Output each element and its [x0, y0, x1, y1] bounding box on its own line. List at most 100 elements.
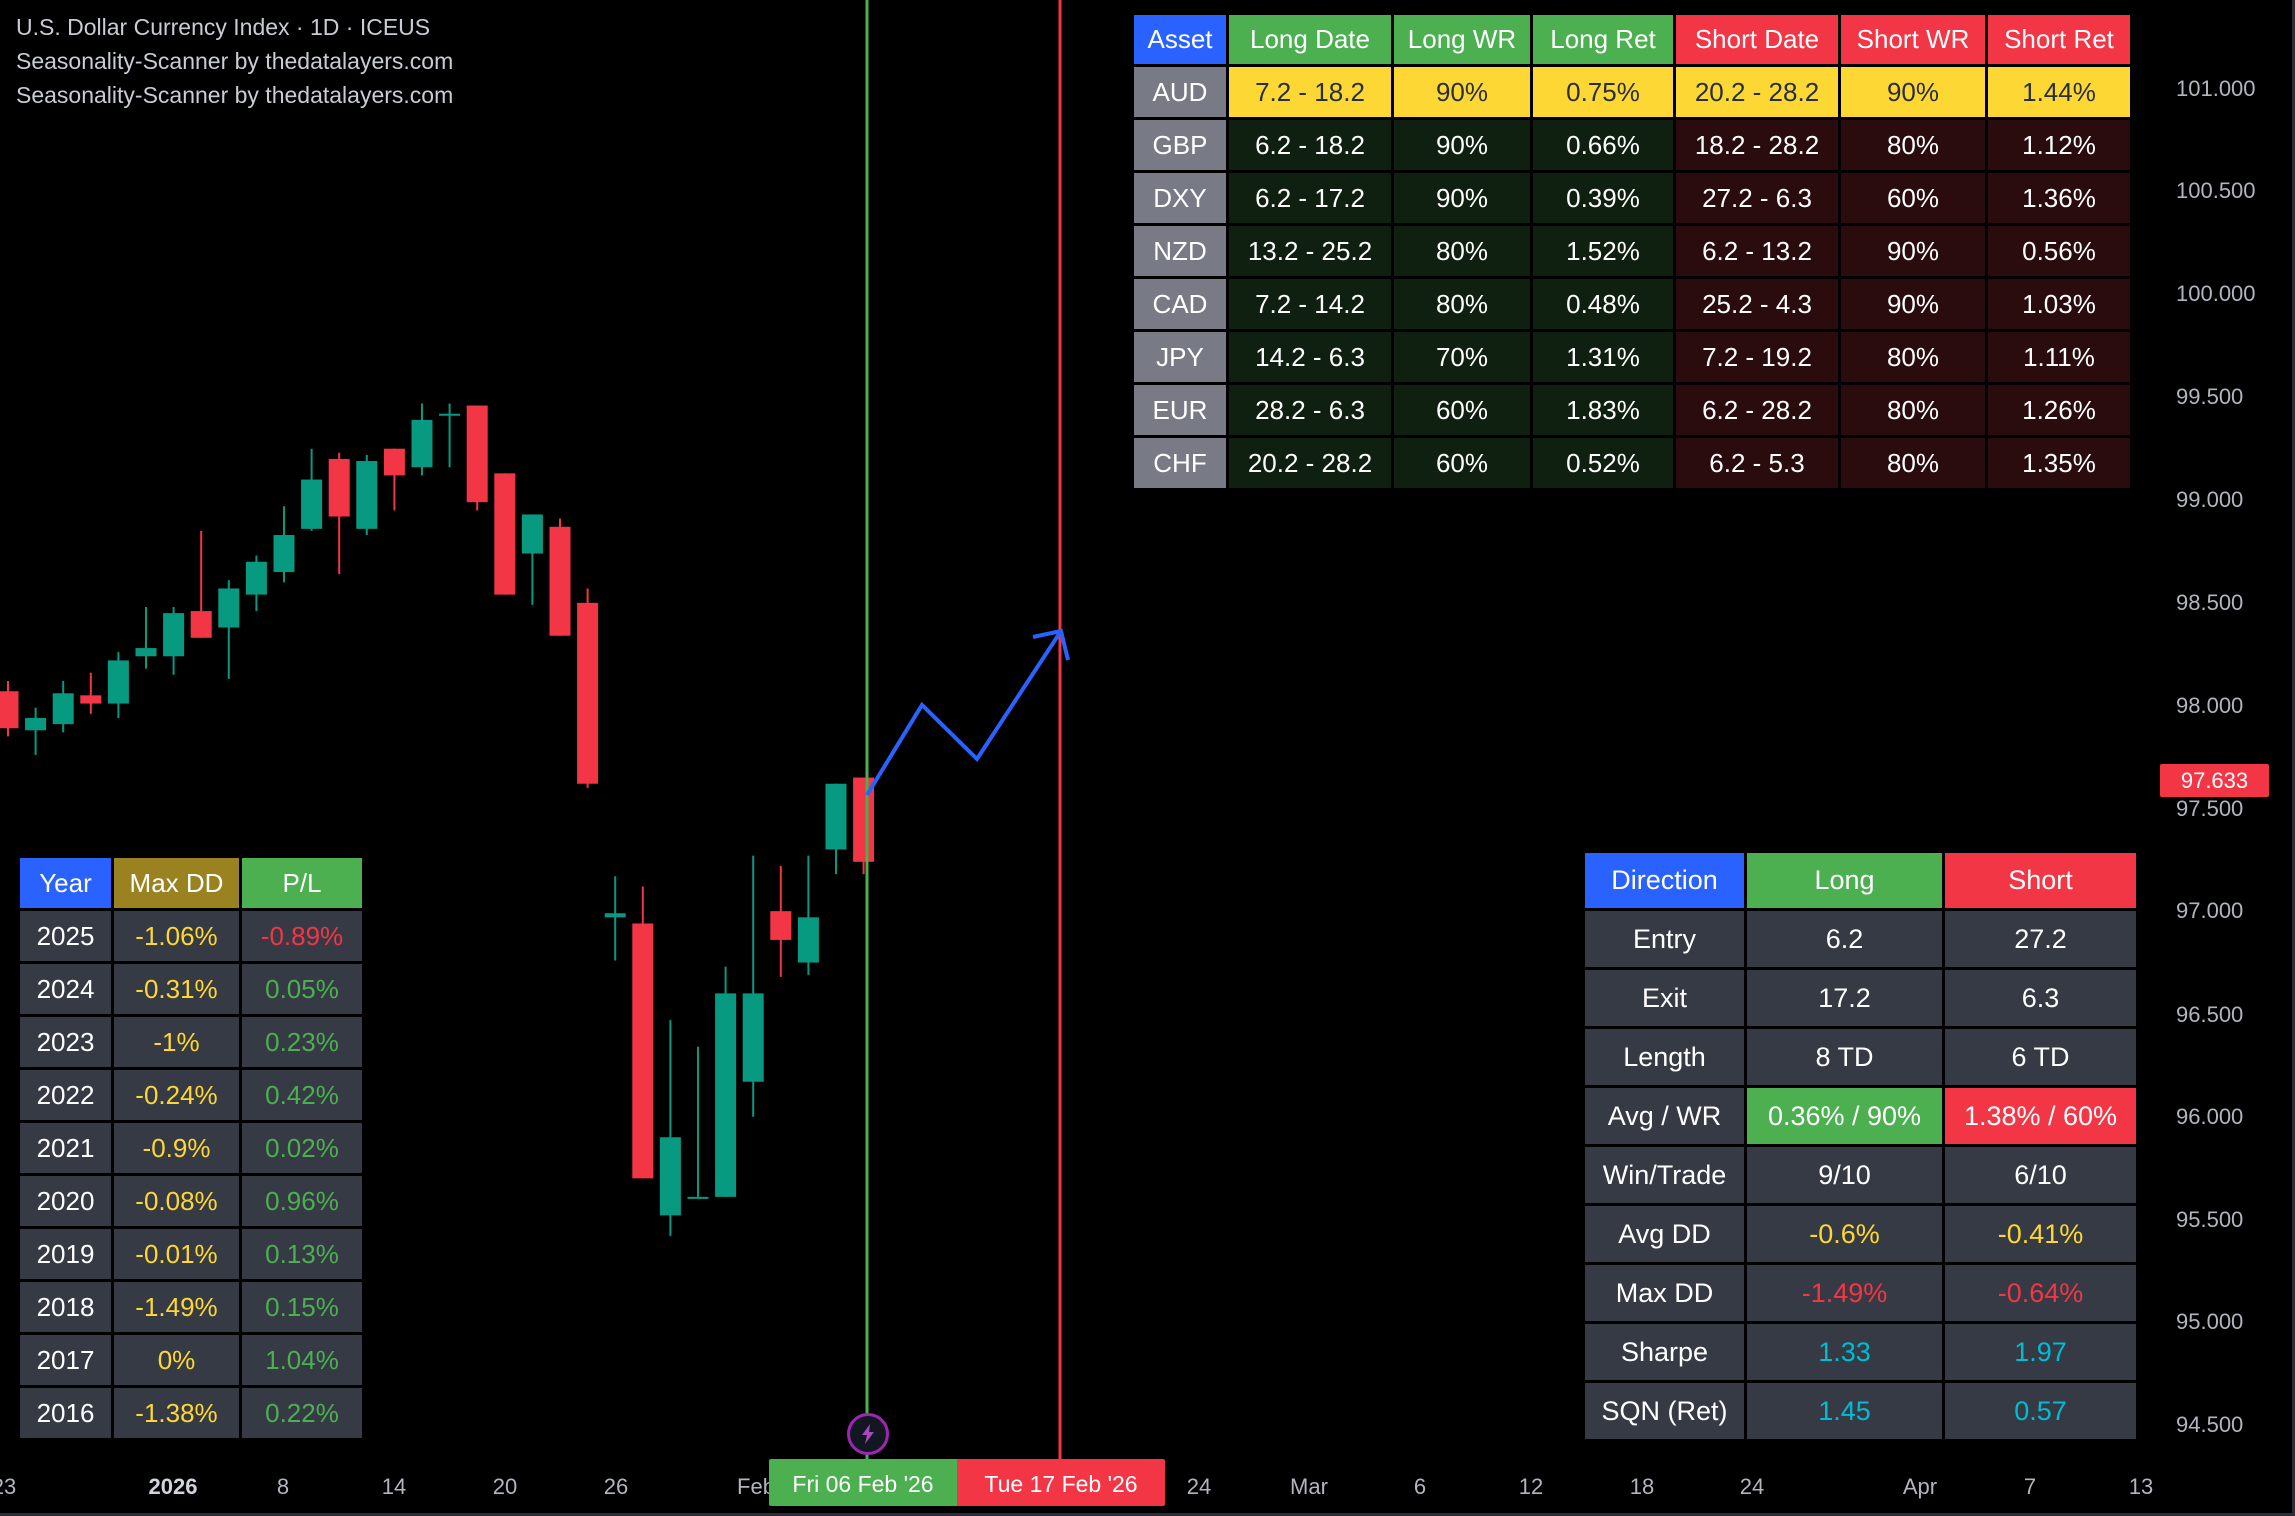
- table-row: AUD 7.2 - 18.2 90% 0.75% 20.2 - 28.2 90%…: [1134, 67, 2130, 117]
- yearly-performance-table: Year Max DD P/L 2025 -1.06% -0.89% 2024 -0.…: [17, 855, 365, 1441]
- short-value: 0.57: [1945, 1383, 2136, 1439]
- price-tick: 101.000: [2176, 76, 2256, 101]
- short-wr: 80%: [1841, 332, 1985, 382]
- year: 2025: [20, 911, 111, 961]
- projection-arrow[interactable]: [865, 629, 1063, 797]
- short-wr: 80%: [1841, 120, 1985, 170]
- short-value: -0.41%: [1945, 1206, 2136, 1262]
- table-row: 2025 -1.06% -0.89%: [20, 911, 362, 961]
- pl: 0.02%: [242, 1123, 362, 1173]
- candle: [742, 993, 764, 1082]
- table-row: NZD 13.2 - 25.2 80% 1.52% 6.2 - 13.2 90%…: [1134, 226, 2130, 276]
- max-dd: -0.31%: [114, 964, 239, 1014]
- col-header-short-wr: Short WR: [1841, 15, 1985, 64]
- candle: [466, 405, 488, 503]
- stat-label: Entry: [1585, 911, 1744, 967]
- long-date: 28.2 - 6.3: [1229, 385, 1391, 435]
- indicator-label[interactable]: Seasonality-Scanner by thedatalayers.com: [16, 82, 454, 108]
- max-dd: -1.38%: [114, 1388, 239, 1438]
- asset-name: CHF: [1134, 438, 1226, 488]
- short-value: 27.2: [1945, 911, 2136, 967]
- table-row: Avg / WR 0.36% / 90% 1.38% / 60%: [1585, 1088, 2136, 1144]
- asset-seasonality-table: Asset Long Date Long WR Long Ret Short D…: [1131, 12, 2133, 491]
- long-value: -1.49%: [1747, 1265, 1942, 1321]
- candle: [383, 448, 405, 476]
- col-header-long-wr: Long WR: [1394, 15, 1530, 64]
- col-header-short-ret: Short Ret: [1988, 15, 2130, 64]
- stat-label: Avg / WR: [1585, 1088, 1744, 1144]
- time-tick: Feb: [737, 1474, 775, 1499]
- table-row: DXY 6.2 - 17.2 90% 0.39% 27.2 - 6.3 60% …: [1134, 173, 2130, 223]
- short-date: 6.2 - 5.3: [1676, 438, 1838, 488]
- indicator-label[interactable]: Seasonality-Scanner by thedatalayers.com: [16, 48, 454, 74]
- short-value: 1.97: [1945, 1324, 2136, 1380]
- long-date: 7.2 - 18.2: [1229, 67, 1391, 117]
- short-date: 6.2 - 28.2: [1676, 385, 1838, 435]
- short-ret: 1.44%: [1988, 67, 2130, 117]
- candle: [577, 602, 599, 784]
- symbol-title[interactable]: U.S. Dollar Currency Index · 1D · ICEUS: [16, 14, 431, 40]
- candle: [411, 419, 433, 468]
- long-ret: 1.83%: [1533, 385, 1673, 435]
- long-ret: 0.52%: [1533, 438, 1673, 488]
- col-header-year: Year: [20, 858, 111, 908]
- time-tick: 8: [276, 1474, 290, 1499]
- bolt-icon: [862, 1424, 874, 1444]
- asset-name: DXY: [1134, 173, 1226, 223]
- pl: 0.23%: [242, 1017, 362, 1067]
- long-ret: 0.39%: [1533, 173, 1673, 223]
- short-date: 6.2 - 13.2: [1676, 226, 1838, 276]
- short-ret: 1.12%: [1988, 120, 2130, 170]
- asset-name: JPY: [1134, 332, 1226, 382]
- candle: [52, 693, 74, 725]
- candle: [439, 413, 461, 416]
- time-tick: 13: [2128, 1474, 2154, 1499]
- year: 2020: [20, 1176, 111, 1226]
- candle: [245, 561, 267, 595]
- price-tick: 99.000: [2176, 487, 2244, 512]
- table-row: EUR 28.2 - 6.3 60% 1.83% 6.2 - 28.2 80% …: [1134, 385, 2130, 435]
- lightning-event-icon[interactable]: [847, 1413, 889, 1455]
- time-tick: 7: [2023, 1474, 2037, 1499]
- candle: [273, 535, 295, 573]
- long-value: -0.6%: [1747, 1206, 1942, 1262]
- time-tick: 24: [1186, 1474, 1212, 1499]
- table-row: Avg DD -0.6% -0.41%: [1585, 1206, 2136, 1262]
- candle: [770, 911, 792, 940]
- short-value: 6.3: [1945, 970, 2136, 1026]
- long-value: 17.2: [1747, 970, 1942, 1026]
- year: 2024: [20, 964, 111, 1014]
- time-tick: 12: [1518, 1474, 1544, 1499]
- table-row: Entry 6.2 27.2: [1585, 911, 2136, 967]
- long-wr: 80%: [1394, 226, 1530, 276]
- long-date: 20.2 - 28.2: [1229, 438, 1391, 488]
- long-date: 6.2 - 17.2: [1229, 173, 1391, 223]
- asset-name: GBP: [1134, 120, 1226, 170]
- long-date: 7.2 - 14.2: [1229, 279, 1391, 329]
- short-ret: 1.26%: [1988, 385, 2130, 435]
- col-header-pl: P/L: [242, 858, 362, 908]
- time-tick: 14: [381, 1474, 407, 1499]
- pl: 0.05%: [242, 964, 362, 1014]
- long-wr: 70%: [1394, 332, 1530, 382]
- asset-name: EUR: [1134, 385, 1226, 435]
- table-header-row: Direction Long Short: [1585, 853, 2136, 908]
- price-tick: 97.500: [2176, 796, 2244, 821]
- time-tick: 6: [1413, 1474, 1427, 1499]
- time-tick: 18: [1629, 1474, 1655, 1499]
- asset-name: AUD: [1134, 67, 1226, 117]
- col-header-long: Long: [1747, 853, 1942, 908]
- short-ret: 1.36%: [1988, 173, 2130, 223]
- short-ret: 1.03%: [1988, 279, 2130, 329]
- short-date: 25.2 - 4.3: [1676, 279, 1838, 329]
- long-wr: 60%: [1394, 385, 1530, 435]
- table-row: 2024 -0.31% 0.05%: [20, 964, 362, 1014]
- max-dd: -1.49%: [114, 1282, 239, 1332]
- candle: [135, 648, 157, 657]
- table-row: Max DD -1.49% -0.64%: [1585, 1265, 2136, 1321]
- short-date: 18.2 - 28.2: [1676, 120, 1838, 170]
- long-ret: 0.66%: [1533, 120, 1673, 170]
- time-tick-year: 2026: [148, 1474, 198, 1499]
- pl: 1.04%: [242, 1335, 362, 1385]
